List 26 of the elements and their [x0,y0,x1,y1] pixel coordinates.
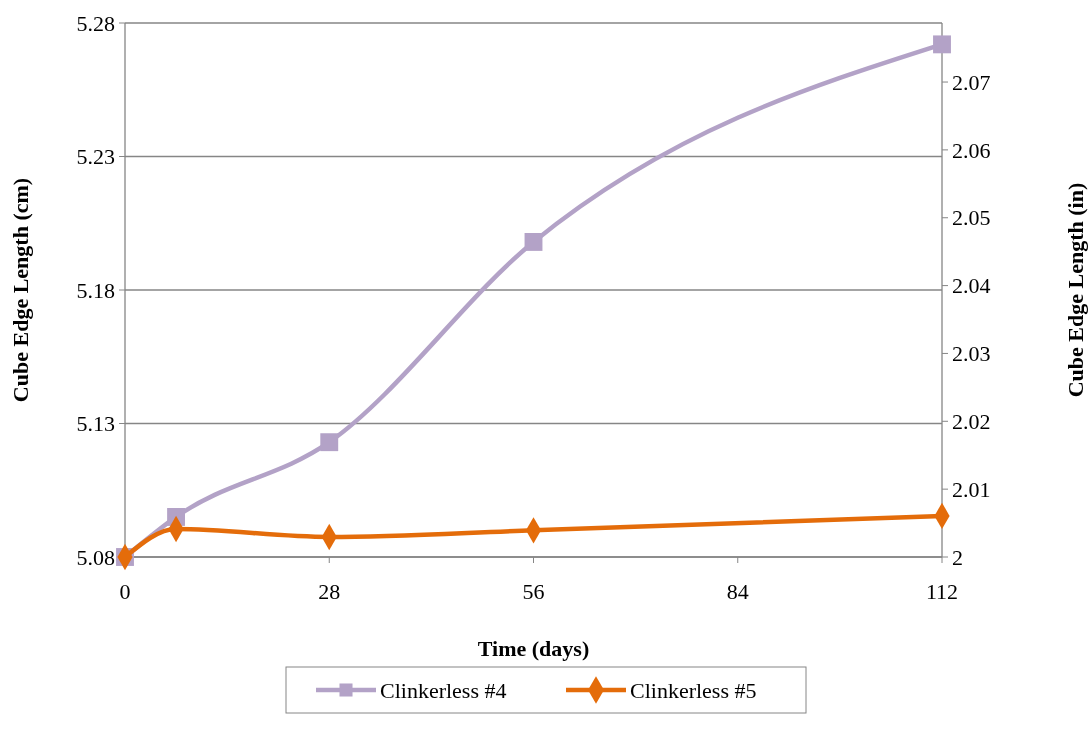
y2-tick-label: 2.01 [952,476,991,502]
legend-label: Clinkerless #4 [380,677,507,703]
x-tick-label: 28 [318,579,341,604]
point [320,433,339,452]
x-tick-label: 0 [119,579,131,604]
point [524,233,543,251]
y-tick-label: 5.23 [76,144,115,170]
y2-tick-label: 2.05 [952,205,991,231]
y2-axis-title: Cube Edge Length (in) [1063,182,1088,398]
y-tick-label: 5.28 [76,10,115,36]
y2-tick-label: 2.07 [952,69,991,95]
y-tick-label: 5.13 [76,411,115,437]
y2-tick-label: 2 [952,544,963,570]
y2-tick-label: 2.02 [952,408,991,434]
y2-tick-label: 2.03 [952,341,991,367]
point [933,35,951,54]
x-tick-label: 56 [522,579,545,604]
x-tick-label: 84 [726,579,749,604]
y-tick-label: 5.18 [76,277,115,303]
x-tick-label: 112 [925,579,959,604]
y2-tick-label: 2.06 [952,137,991,163]
y-axis-title: Cube Edge Length (cm) [8,177,33,403]
y-tick-label: 5.08 [76,544,115,570]
x-axis-title: Time (days) [477,636,590,661]
y2-tick-label: 2.04 [952,273,991,299]
legend-label: Clinkerless #5 [630,677,757,703]
